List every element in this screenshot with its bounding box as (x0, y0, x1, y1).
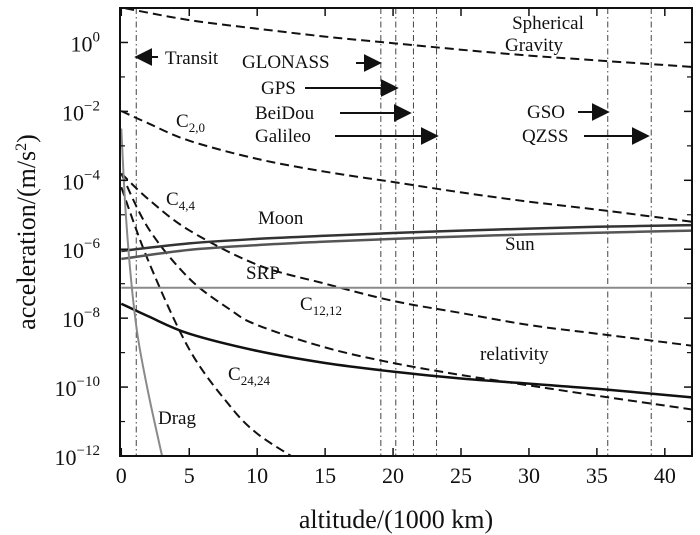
series-c2-0 (120, 110, 692, 223)
spherical-gravity-label-2: Gravity (505, 35, 564, 56)
y-tick-label: 10−4 (62, 167, 100, 194)
x-tick-label: 35 (586, 463, 608, 488)
y-tick-label: 10−12 (55, 443, 100, 470)
y-tick-label: 100 (71, 29, 101, 56)
x-tick-label: 0 (116, 463, 127, 488)
series-drag (120, 128, 164, 456)
x-tick-label: 20 (382, 463, 404, 488)
x-tick-label: 10 (246, 463, 268, 488)
y-tick-label: 10−2 (62, 98, 100, 125)
c20-label: C2,0 (176, 111, 205, 135)
series-moon (121, 223, 692, 253)
x-tick-label: 15 (314, 463, 336, 488)
c1212-label: C12,12 (300, 294, 342, 318)
srp-label: SRP (246, 263, 280, 284)
beidou-label: BeiDou (255, 103, 315, 124)
series-c4-4 (120, 172, 692, 347)
c2424-label: C24,24 (228, 364, 270, 388)
x-tick-label: 25 (450, 463, 472, 488)
plot-frame (119, 7, 693, 457)
series-c12-12 (120, 172, 692, 411)
x-tick-label: 40 (654, 463, 676, 488)
glonass-label: GLONASS (242, 52, 330, 73)
transit-label: Transit (165, 48, 219, 69)
x-tick-label: 5 (184, 463, 195, 488)
sun-label: Sun (505, 234, 535, 255)
y-axis-title: acceleration/(m/s2) (12, 134, 41, 330)
series-spherical-gravity (125, 8, 692, 68)
c44-label: C4,4 (166, 189, 195, 213)
x-axis-title: altitude/(1000 km) (299, 505, 493, 534)
y-tick-label: 10−10 (55, 374, 100, 401)
series-sun (121, 229, 692, 261)
y-tick-label: 10−6 (62, 236, 100, 263)
relativity-label: relativity (480, 344, 549, 365)
spherical-gravity-label-1: Spherical (512, 13, 584, 34)
gso-label: GSO (527, 102, 565, 123)
y-tick-label: 10−8 (62, 305, 100, 332)
moon-label: Moon (258, 208, 304, 229)
x-tick-label: 30 (518, 463, 540, 488)
drag-label: Drag (158, 408, 196, 429)
series-relativity (120, 302, 692, 399)
qzss-label: QZSS (522, 126, 568, 147)
series-c24-24 (120, 186, 292, 456)
gps-label: GPS (261, 78, 296, 99)
galileo-label: Galileo (255, 126, 311, 147)
